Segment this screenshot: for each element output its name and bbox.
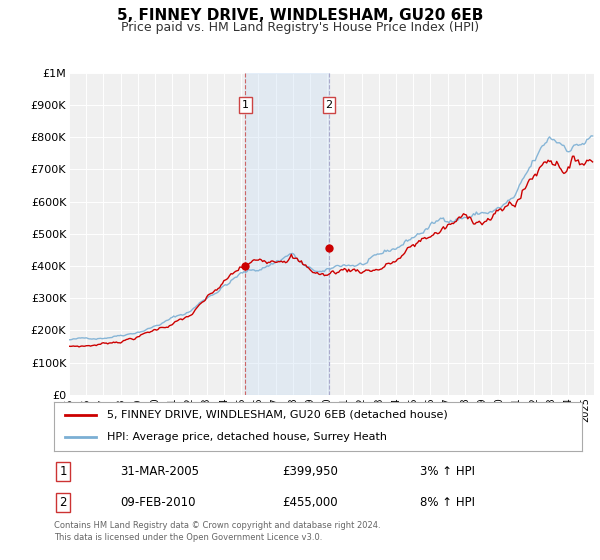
Text: 1: 1 bbox=[242, 100, 249, 110]
Bar bbox=[245, 73, 329, 395]
Text: 8% ↑ HPI: 8% ↑ HPI bbox=[420, 496, 475, 509]
Text: £399,950: £399,950 bbox=[282, 465, 338, 478]
Text: 5, FINNEY DRIVE, WINDLESHAM, GU20 6EB (detached house): 5, FINNEY DRIVE, WINDLESHAM, GU20 6EB (d… bbox=[107, 410, 448, 420]
Text: £455,000: £455,000 bbox=[282, 496, 338, 509]
Text: HPI: Average price, detached house, Surrey Heath: HPI: Average price, detached house, Surr… bbox=[107, 432, 387, 442]
Text: Contains HM Land Registry data © Crown copyright and database right 2024.: Contains HM Land Registry data © Crown c… bbox=[54, 521, 380, 530]
Text: 2: 2 bbox=[59, 496, 67, 509]
Text: 2: 2 bbox=[325, 100, 332, 110]
Text: Price paid vs. HM Land Registry's House Price Index (HPI): Price paid vs. HM Land Registry's House … bbox=[121, 21, 479, 34]
Text: 09-FEB-2010: 09-FEB-2010 bbox=[120, 496, 196, 509]
Text: 3% ↑ HPI: 3% ↑ HPI bbox=[420, 465, 475, 478]
Text: 1: 1 bbox=[59, 465, 67, 478]
Text: 31-MAR-2005: 31-MAR-2005 bbox=[120, 465, 199, 478]
Text: 5, FINNEY DRIVE, WINDLESHAM, GU20 6EB: 5, FINNEY DRIVE, WINDLESHAM, GU20 6EB bbox=[117, 8, 483, 24]
Text: This data is licensed under the Open Government Licence v3.0.: This data is licensed under the Open Gov… bbox=[54, 533, 322, 542]
